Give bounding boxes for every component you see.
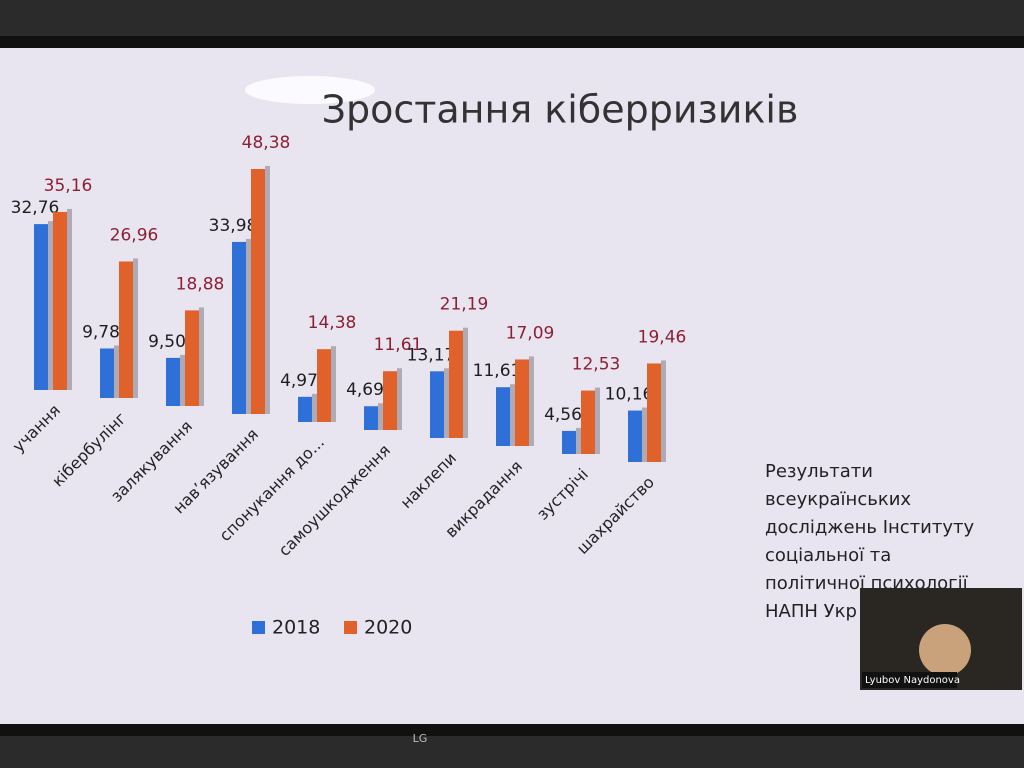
bar [496, 387, 510, 446]
bar [383, 371, 397, 430]
value-label: 13,17 [407, 345, 456, 365]
bar [515, 359, 529, 446]
bar [562, 430, 576, 454]
bar-side [397, 368, 402, 430]
bar-side [265, 166, 270, 414]
value-label: 21,19 [440, 295, 489, 315]
legend-swatch [252, 621, 265, 634]
bar [119, 261, 133, 398]
bar [185, 310, 199, 406]
bar [251, 169, 265, 414]
value-label: 33,98 [209, 216, 258, 236]
bar-side [67, 208, 72, 390]
bar-side [331, 346, 336, 422]
glare [245, 76, 375, 104]
bar-side [444, 368, 449, 438]
participant-name: Lyubov Naydonova [865, 675, 960, 686]
bar-side [642, 407, 647, 462]
bar [364, 406, 378, 430]
name-tag [862, 672, 957, 688]
value-label: 17,09 [506, 323, 555, 343]
bar-side [180, 354, 185, 406]
value-label: 4,69 [346, 380, 384, 400]
bar-side [595, 387, 600, 454]
bar-side [199, 307, 204, 406]
chart-title: Зростання кіберризиків [322, 88, 799, 132]
brand-logo: LG [413, 732, 428, 745]
annotation: Результати всеукраїнських досліджень Інсти… [765, 461, 974, 622]
value-label: 19,46 [638, 327, 687, 347]
value-label: 14,38 [308, 313, 357, 333]
value-label: 12,53 [572, 355, 621, 375]
legend-label: 2018 [272, 617, 320, 639]
value-label: 10,16 [605, 385, 654, 405]
bar-side [529, 356, 534, 446]
bar-side [133, 258, 138, 398]
value-label: 32,76 [11, 198, 60, 218]
bar [581, 390, 595, 454]
legend-label: 2020 [364, 617, 412, 639]
value-label: 11,61 [374, 335, 423, 355]
bar [430, 371, 444, 438]
bar [317, 349, 331, 422]
participant-face [919, 624, 971, 676]
bar-side [661, 360, 666, 462]
bar-side [378, 403, 383, 430]
annotation-line: Результати [765, 461, 873, 482]
value-label: 11,61 [473, 361, 522, 381]
legend-swatch [344, 621, 357, 634]
bar-side [246, 238, 251, 414]
bar [298, 396, 312, 422]
bar [449, 330, 463, 438]
value-label: 9,50 [148, 332, 186, 352]
value-label: 26,96 [110, 225, 159, 245]
value-label: 48,38 [242, 133, 291, 153]
annotation-line: всеукраїнських [765, 489, 911, 510]
value-label: 4,97 [280, 371, 318, 391]
bar-side [463, 327, 468, 438]
bar [100, 348, 114, 398]
annotation-line: досліджень Інституту [765, 517, 974, 538]
bar [647, 363, 661, 462]
value-label: 18,88 [176, 274, 225, 294]
value-label: 35,16 [44, 176, 93, 196]
value-label: 4,56 [544, 405, 582, 425]
bar-side [576, 427, 581, 454]
bar [34, 224, 48, 390]
bar [166, 357, 180, 406]
annotation-line: НАПН Укр [765, 601, 857, 622]
bar-side [114, 345, 119, 398]
bar-side [510, 384, 515, 446]
bar [53, 211, 67, 390]
bar [628, 410, 642, 462]
bar [232, 241, 246, 414]
bar-side [48, 221, 53, 390]
bar-side [312, 393, 317, 422]
value-label: 9,78 [82, 322, 120, 342]
annotation-line: соціальної та [765, 545, 891, 566]
